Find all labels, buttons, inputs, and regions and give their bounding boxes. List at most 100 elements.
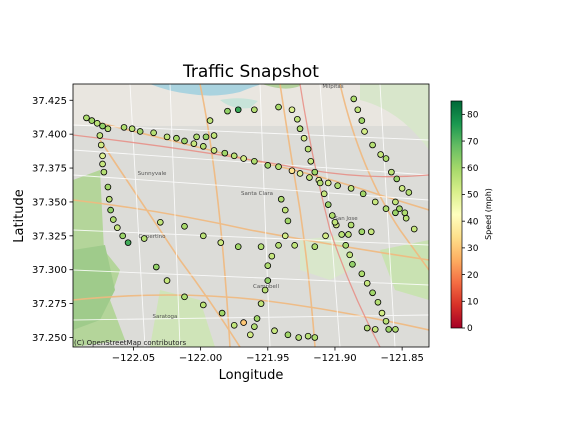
y-tick-label: 37.425 [32,96,67,107]
chart-title: Traffic Snapshot [182,62,319,82]
speed-points [83,95,418,341]
speed-point [382,205,390,213]
map-label-saratoga: Saratoga [153,314,178,320]
speed-point [361,128,368,135]
speed-point [347,221,355,229]
speed-point [358,117,366,124]
speed-point [358,228,366,236]
x-tick-label: −121.90 [313,353,356,364]
speed-point [359,190,367,198]
speed-point [247,331,254,339]
speed-point [190,140,198,147]
speed-point [393,175,401,183]
axes-frame [72,83,430,348]
colorbar-gradient [450,100,463,329]
speed-point [163,133,171,141]
speed-point [257,243,265,250]
speed-point [369,141,376,149]
speed-point [253,315,261,322]
speed-point [382,317,390,325]
speed-point [97,141,105,149]
map-label-sunnyvale: Sunnyvale [138,171,167,177]
speed-point [268,252,276,260]
speed-point [99,152,106,160]
speed-point [99,122,106,130]
y-tick-label: 37.300 [32,265,67,276]
y-tick-label: 37.350 [32,197,67,208]
speed-point [119,232,127,240]
colorbar-tick-label: 20 [467,271,479,281]
speed-point [202,133,210,141]
speed-point [218,309,226,317]
speed-point [331,218,339,226]
speed-point [385,326,392,333]
speed-point [100,168,108,176]
speed-point [311,243,319,250]
speed-point [324,179,332,187]
speed-point [105,195,113,203]
speed-point [281,232,289,240]
speed-point [210,132,218,139]
speed-point [382,155,390,162]
y-tick-label: 37.275 [32,299,67,310]
colorbar-tick-label: 30 [467,244,479,254]
speed-point [206,117,214,124]
colorbar-tick-label: 70 [467,137,479,147]
speed-point [150,129,157,137]
speed-point [128,125,136,133]
speed-point [104,183,112,191]
speed-point [405,189,413,196]
x-axis-label: Longitude [219,368,284,383]
speed-point [374,298,382,306]
x-axis-ticks: −122.05 −122.00 −121.95 −121.90 −121.85 [112,347,424,364]
speed-point [367,228,375,236]
speed-point [224,107,231,115]
speed-point [251,157,258,165]
speed-point [328,212,336,219]
speed-point [410,225,418,233]
speed-point [334,182,341,189]
speed-point [371,198,379,206]
speed-point [230,322,238,329]
speed-point [264,162,272,169]
colorbar-tick-label: 60 [467,164,479,174]
speed-point [346,251,354,259]
speed-point [181,223,188,230]
speed-point [107,206,114,214]
speed-point [307,157,315,165]
speed-point [345,231,352,238]
speed-point [304,332,312,340]
speed-point [271,327,278,335]
speed-point [200,232,207,240]
colorbar-label: Speed (mph) [484,188,493,240]
speed-point [347,185,355,192]
speed-point [240,155,247,162]
speed-point [291,242,298,249]
map-axes[interactable]: Milpitas Sunnyvale Santa Clara San Jose … [72,83,430,348]
speed-point [296,170,304,177]
speed-point [251,323,258,330]
speed-point [392,209,399,217]
speed-point [304,145,312,153]
speed-point [99,160,106,168]
y-axis-label: Latitude [12,189,27,243]
speed-point [338,231,345,238]
colorbar-tick-label: 40 [467,217,479,227]
x-tick-label: −121.85 [380,353,423,364]
speed-point [251,106,258,114]
map-label-santa-clara: Santa Clara [241,191,273,197]
speed-point [324,201,332,208]
map-label-milpitas: Milpitas [322,84,343,90]
speed-point [275,103,282,111]
speed-point [392,198,399,206]
map-label-san-jose: San Jose [334,216,358,222]
speed-point [388,168,395,176]
y-tick-label: 37.400 [32,130,67,141]
speed-point [294,115,301,123]
speed-point [173,134,180,142]
speed-point [264,262,272,269]
speed-point [277,195,285,203]
speed-point [396,205,403,213]
speed-point [120,124,128,131]
